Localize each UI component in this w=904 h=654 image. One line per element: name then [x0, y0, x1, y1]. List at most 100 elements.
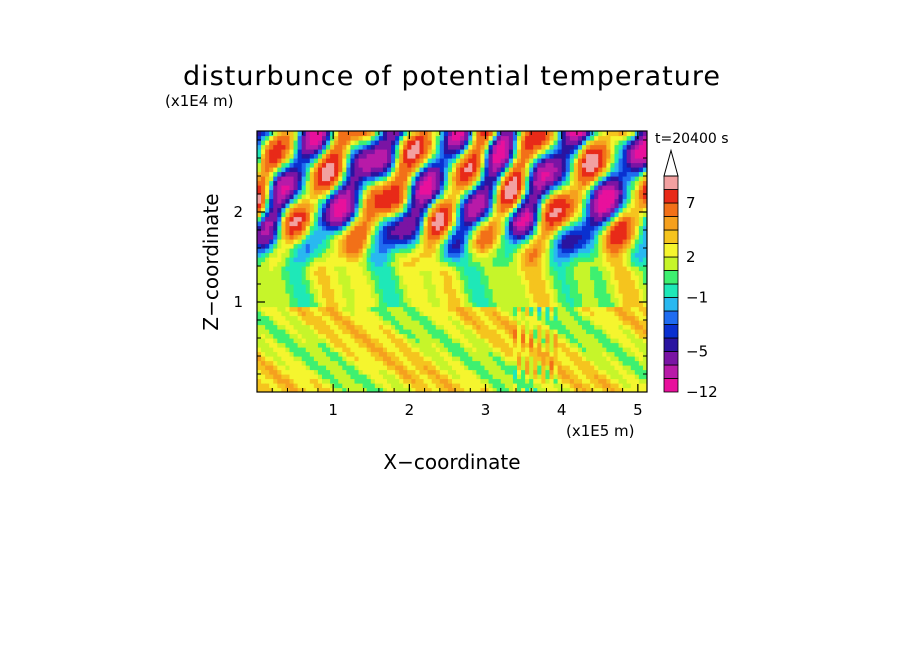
- heatmap-cell: [362, 356, 368, 362]
- heatmap-cell: [582, 171, 587, 177]
- heatmap-cell: [476, 207, 482, 213]
- heatmap-cell: [561, 306, 567, 312]
- heatmap-cell: [358, 383, 364, 389]
- heatmap-cell: [378, 261, 384, 267]
- heatmap-cell: [468, 338, 473, 344]
- heatmap-cell: [403, 135, 408, 141]
- heatmap-cell: [590, 293, 595, 299]
- heatmap-cell: [525, 158, 530, 164]
- heatmap-cell: [435, 221, 441, 227]
- heatmap-cell: [480, 279, 486, 285]
- heatmap-cell: [277, 212, 282, 218]
- heatmap-cell: [517, 131, 522, 137]
- heatmap-cell: [537, 203, 542, 209]
- heatmap-cell: [472, 234, 477, 240]
- heatmap-cell: [261, 248, 266, 254]
- heatmap-cell: [358, 347, 364, 353]
- heatmap-cell: [472, 342, 477, 348]
- heatmap-cell: [529, 252, 534, 258]
- heatmap-cell: [598, 351, 603, 357]
- heatmap-cell: [590, 248, 595, 254]
- heatmap-cell: [387, 207, 392, 213]
- heatmap-cell: [257, 374, 262, 380]
- heatmap-cell: [261, 176, 266, 182]
- heatmap-cell: [293, 302, 299, 308]
- heatmap-cell: [577, 239, 583, 245]
- heatmap-cell: [427, 189, 433, 195]
- heatmap-cell: [395, 306, 400, 312]
- heatmap-cell: [484, 167, 490, 173]
- heatmap-cell: [403, 257, 408, 263]
- heatmap-cell: [569, 293, 575, 299]
- heatmap-cell: [358, 306, 364, 312]
- heatmap-cell: [577, 365, 583, 371]
- heatmap-cell: [545, 135, 551, 141]
- heatmap-cell: [456, 374, 461, 380]
- heatmap-cell: [508, 153, 514, 159]
- heatmap-cell: [265, 279, 270, 285]
- heatmap-cell: [317, 194, 323, 200]
- heatmap-cell: [439, 279, 445, 285]
- heatmap-cell: [525, 320, 530, 326]
- heatmap-cell: [508, 207, 514, 213]
- heatmap-cell: [492, 374, 498, 380]
- heatmap-cell: [330, 306, 335, 312]
- heatmap-cell: [330, 257, 335, 263]
- heatmap-cell: [431, 333, 437, 339]
- heatmap-cell: [529, 135, 534, 141]
- heatmap-cell: [330, 180, 335, 186]
- heatmap-cell: [464, 131, 469, 137]
- heatmap-cell: [411, 297, 417, 303]
- heatmap-cell: [403, 225, 408, 231]
- heatmap-cell: [504, 176, 510, 182]
- heatmap-cell: [602, 324, 607, 330]
- heatmap-cell: [317, 374, 323, 380]
- heatmap-cell: [395, 207, 400, 213]
- heatmap-cell: [370, 140, 376, 146]
- heatmap-cell: [598, 185, 603, 191]
- heatmap-cell: [443, 140, 449, 146]
- heatmap-cell: [427, 239, 433, 245]
- heatmap-cell: [403, 315, 408, 321]
- heatmap-cell: [533, 243, 538, 249]
- heatmap-cell: [350, 270, 356, 276]
- heatmap-cell: [521, 162, 526, 168]
- heatmap-cell: [537, 365, 542, 371]
- heatmap-cell: [342, 149, 347, 155]
- heatmap-cell: [565, 293, 571, 299]
- heatmap-cell: [602, 365, 607, 371]
- heatmap-cell: [317, 324, 323, 330]
- heatmap-cell: [561, 248, 567, 254]
- heatmap-cell: [273, 356, 278, 362]
- heatmap-cell: [443, 275, 449, 281]
- heatmap-cell: [342, 356, 347, 362]
- heatmap-cell: [537, 347, 542, 353]
- heatmap-cell: [496, 207, 502, 213]
- heatmap-cell: [537, 374, 542, 380]
- heatmap-cell: [553, 320, 559, 326]
- heatmap-cell: [496, 221, 502, 227]
- heatmap-cell: [257, 234, 262, 240]
- heatmap-cell: [374, 149, 380, 155]
- heatmap-cell: [309, 216, 315, 222]
- heatmap-cell: [370, 338, 376, 344]
- heatmap-cell: [488, 239, 494, 245]
- heatmap-cell: [399, 203, 404, 209]
- heatmap-cell: [330, 351, 335, 357]
- heatmap-cell: [334, 162, 339, 168]
- heatmap-cell: [525, 383, 530, 389]
- heatmap-cell: [586, 378, 591, 384]
- heatmap-cell: [549, 338, 555, 344]
- heatmap-cell: [573, 302, 579, 308]
- heatmap-cell: [577, 329, 583, 335]
- heatmap-cell: [269, 275, 274, 281]
- heatmap-cell: [553, 257, 559, 263]
- heatmap-cell: [577, 342, 583, 348]
- heatmap-cell: [456, 140, 461, 146]
- heatmap-cell: [370, 315, 376, 321]
- heatmap-cell: [378, 149, 384, 155]
- heatmap-cell: [374, 275, 380, 281]
- heatmap-cell: [277, 257, 282, 263]
- heatmap-cell: [529, 360, 534, 366]
- heatmap-cell: [399, 369, 404, 375]
